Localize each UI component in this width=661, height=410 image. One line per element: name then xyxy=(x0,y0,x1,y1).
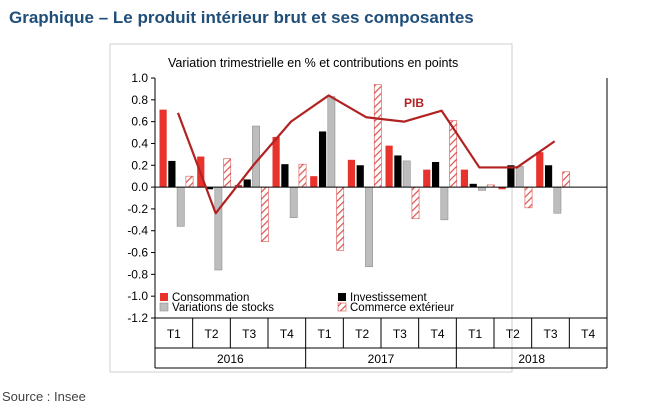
bar-commerce-exterieur xyxy=(298,163,307,188)
bar-investissement xyxy=(356,165,364,188)
bar-variations-stocks xyxy=(289,186,298,218)
bar-variations-stocks xyxy=(440,186,449,221)
bar-variations-stocks xyxy=(402,160,411,188)
bar-investissement xyxy=(318,131,327,188)
bar-commerce-exterieur xyxy=(524,186,533,209)
x-tick-label: T1 xyxy=(167,327,181,341)
y-tick-label: 1.0 xyxy=(131,71,148,85)
bar-variations-stocks xyxy=(252,125,260,188)
bar-variations-stocks xyxy=(327,96,336,188)
x-tick-label: T1 xyxy=(317,327,331,341)
year-label: 2017 xyxy=(368,352,395,366)
year-label: 2018 xyxy=(518,352,545,366)
bar-investissement xyxy=(431,162,440,188)
x-tick-label: T2 xyxy=(355,327,369,341)
bar-investissement xyxy=(205,187,214,190)
x-tick-label: T4 xyxy=(430,327,444,341)
bar-investissement xyxy=(394,155,402,188)
bar-investissement xyxy=(469,183,477,188)
chart-subtitle: Variation trimestrielle en % et contribu… xyxy=(168,56,458,70)
bar-consommation xyxy=(310,176,318,188)
bar-variations-stocks xyxy=(176,186,185,227)
bar-variations-stocks xyxy=(515,166,524,188)
y-tick-label: 0.6 xyxy=(131,115,148,129)
x-tick-label: T3 xyxy=(543,327,557,341)
bar-commerce-exterieur xyxy=(185,175,194,188)
bar-variations-stocks xyxy=(553,186,562,214)
x-tick-label: T1 xyxy=(468,327,482,341)
bar-consommation xyxy=(272,136,280,188)
bar-investissement xyxy=(168,160,176,188)
page-title: Graphique – Le produit intérieur brut et… xyxy=(9,8,474,27)
x-tick-label: T3 xyxy=(393,327,407,341)
y-tick-label: 0.8 xyxy=(131,93,148,107)
x-tick-label: T2 xyxy=(506,327,520,341)
legend-consommation-swatch xyxy=(160,293,168,301)
bar-investissement xyxy=(243,179,251,188)
y-tick-label: 0.2 xyxy=(131,158,148,172)
legend-commerce-exterieur-label: Commerce extérieur xyxy=(350,302,454,314)
bar-commerce-exterieur xyxy=(373,84,382,188)
chart-frame xyxy=(109,43,513,373)
y-tick-label: -0.4 xyxy=(127,224,148,238)
x-tick-label: T2 xyxy=(204,327,218,341)
x-tick-label: T3 xyxy=(242,327,256,341)
y-tick-label: -1.0 xyxy=(127,289,148,303)
legend-investissement-label: Investissement xyxy=(350,292,428,304)
y-tick-label: -1.2 xyxy=(127,311,148,325)
legend-commerce-exterieur-swatch xyxy=(337,302,347,312)
bar-commerce-exterieur xyxy=(260,186,269,242)
x-tick-label: T4 xyxy=(280,327,294,341)
bar-investissement xyxy=(281,164,289,188)
bar-consommation xyxy=(536,152,544,188)
y-tick-label: 0.0 xyxy=(131,180,148,194)
legend-variations-stocks-swatch xyxy=(159,302,169,312)
bar-investissement xyxy=(544,165,553,188)
y-tick-label: 0.4 xyxy=(131,136,148,150)
y-tick-label: -0.2 xyxy=(127,202,148,216)
legend-variations-stocks-label: Variations de stocks xyxy=(172,302,274,314)
bar-variations-stocks xyxy=(365,186,373,268)
bar-consommation xyxy=(423,169,431,188)
y-tick-label: -0.8 xyxy=(127,267,148,281)
x-tick-label: T4 xyxy=(581,327,595,341)
legend-consommation-label: Consommation xyxy=(172,292,249,304)
pib-line xyxy=(176,94,556,215)
y-tick-label: -0.6 xyxy=(127,246,148,260)
source-note: Source : Insee xyxy=(2,389,86,404)
bar-consommation xyxy=(498,187,506,190)
bar-consommation xyxy=(347,159,356,188)
bar-commerce-exterieur xyxy=(336,186,345,251)
bar-variations-stocks xyxy=(214,186,223,271)
year-label: 2016 xyxy=(217,352,244,366)
bar-consommation xyxy=(385,145,393,188)
bar-consommation xyxy=(460,169,469,188)
bar-commerce-exterieur xyxy=(562,171,571,188)
bar-commerce-exterieur xyxy=(223,158,232,188)
legend-investissement-swatch xyxy=(338,293,346,301)
pib-label: PIB xyxy=(404,96,424,110)
bar-investissement xyxy=(507,165,515,188)
bar-commerce-exterieur xyxy=(411,186,420,220)
bar-consommation xyxy=(159,109,167,188)
